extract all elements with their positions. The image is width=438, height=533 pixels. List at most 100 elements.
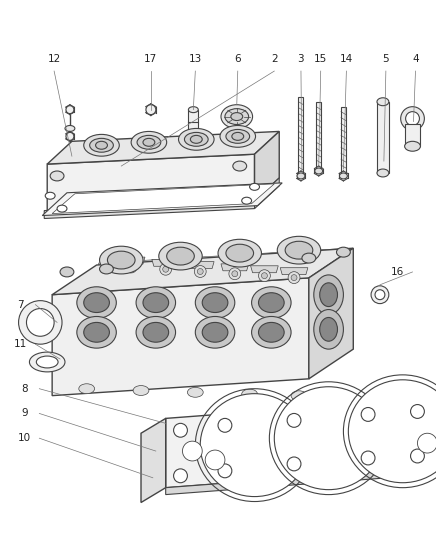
- Ellipse shape: [143, 293, 168, 312]
- Text: 6: 6: [234, 54, 240, 64]
- Ellipse shape: [79, 384, 94, 394]
- Ellipse shape: [290, 274, 297, 280]
- Bar: [315, 102, 321, 171]
- Ellipse shape: [77, 317, 116, 348]
- Polygon shape: [117, 257, 145, 264]
- Ellipse shape: [285, 241, 312, 259]
- Ellipse shape: [339, 173, 346, 179]
- Ellipse shape: [417, 433, 436, 453]
- Ellipse shape: [84, 134, 119, 156]
- Ellipse shape: [218, 418, 231, 432]
- Ellipse shape: [65, 125, 75, 132]
- Polygon shape: [42, 183, 282, 215]
- Ellipse shape: [241, 389, 257, 399]
- Polygon shape: [47, 132, 279, 164]
- Ellipse shape: [313, 310, 343, 349]
- Ellipse shape: [197, 269, 203, 274]
- Ellipse shape: [314, 168, 322, 174]
- Polygon shape: [254, 132, 279, 201]
- Ellipse shape: [348, 380, 438, 483]
- Ellipse shape: [404, 141, 420, 151]
- Ellipse shape: [410, 449, 424, 463]
- Ellipse shape: [66, 132, 74, 140]
- Polygon shape: [52, 248, 353, 295]
- Ellipse shape: [195, 287, 234, 318]
- Bar: [188, 110, 198, 147]
- Ellipse shape: [202, 322, 227, 342]
- Ellipse shape: [137, 135, 160, 149]
- Ellipse shape: [274, 387, 382, 490]
- Polygon shape: [98, 248, 348, 271]
- Ellipse shape: [178, 128, 214, 150]
- Bar: [298, 97, 303, 176]
- Ellipse shape: [84, 322, 109, 342]
- Ellipse shape: [277, 236, 320, 264]
- Ellipse shape: [162, 266, 168, 272]
- Ellipse shape: [290, 391, 306, 401]
- Ellipse shape: [405, 111, 418, 125]
- Ellipse shape: [226, 130, 249, 143]
- Ellipse shape: [231, 271, 237, 277]
- Text: 8: 8: [21, 384, 28, 394]
- Ellipse shape: [65, 152, 75, 158]
- Ellipse shape: [18, 301, 62, 344]
- Ellipse shape: [26, 309, 54, 336]
- Text: 4: 4: [411, 54, 418, 64]
- Ellipse shape: [251, 287, 290, 318]
- Ellipse shape: [133, 385, 148, 395]
- Text: 3: 3: [297, 54, 304, 64]
- Ellipse shape: [231, 132, 243, 140]
- Ellipse shape: [226, 244, 253, 262]
- Ellipse shape: [319, 283, 337, 306]
- Ellipse shape: [232, 161, 246, 171]
- Ellipse shape: [188, 144, 198, 150]
- Ellipse shape: [182, 441, 202, 461]
- Ellipse shape: [224, 109, 248, 125]
- Polygon shape: [250, 266, 278, 273]
- Polygon shape: [44, 201, 254, 219]
- Ellipse shape: [258, 293, 283, 312]
- Polygon shape: [279, 268, 307, 274]
- Ellipse shape: [36, 356, 58, 368]
- Ellipse shape: [249, 183, 259, 190]
- Polygon shape: [52, 278, 308, 395]
- Bar: [340, 107, 345, 176]
- Text: 11: 11: [14, 339, 27, 349]
- Polygon shape: [165, 399, 426, 488]
- Ellipse shape: [258, 322, 283, 342]
- Ellipse shape: [218, 239, 261, 267]
- Ellipse shape: [143, 139, 155, 146]
- Ellipse shape: [66, 106, 74, 114]
- Ellipse shape: [99, 246, 143, 274]
- Text: 10: 10: [18, 433, 31, 443]
- Ellipse shape: [95, 141, 107, 149]
- Ellipse shape: [125, 261, 137, 273]
- Ellipse shape: [184, 132, 208, 146]
- Ellipse shape: [220, 104, 252, 128]
- Ellipse shape: [301, 253, 315, 263]
- Ellipse shape: [219, 125, 255, 147]
- Polygon shape: [152, 260, 179, 266]
- Text: 17: 17: [144, 54, 157, 64]
- Ellipse shape: [143, 322, 168, 342]
- Ellipse shape: [241, 197, 251, 204]
- Ellipse shape: [89, 139, 113, 152]
- Text: 12: 12: [47, 54, 60, 64]
- Ellipse shape: [336, 247, 350, 257]
- Ellipse shape: [50, 171, 64, 181]
- Ellipse shape: [195, 317, 234, 348]
- Ellipse shape: [228, 268, 240, 280]
- Ellipse shape: [360, 451, 374, 465]
- Ellipse shape: [107, 251, 135, 269]
- Ellipse shape: [136, 287, 175, 318]
- Polygon shape: [141, 418, 165, 503]
- Ellipse shape: [376, 169, 388, 177]
- Polygon shape: [308, 248, 353, 379]
- Ellipse shape: [131, 132, 166, 153]
- Ellipse shape: [410, 405, 424, 418]
- Ellipse shape: [194, 265, 206, 278]
- Ellipse shape: [205, 450, 224, 470]
- Ellipse shape: [159, 263, 171, 275]
- Ellipse shape: [287, 272, 299, 284]
- Ellipse shape: [200, 394, 308, 497]
